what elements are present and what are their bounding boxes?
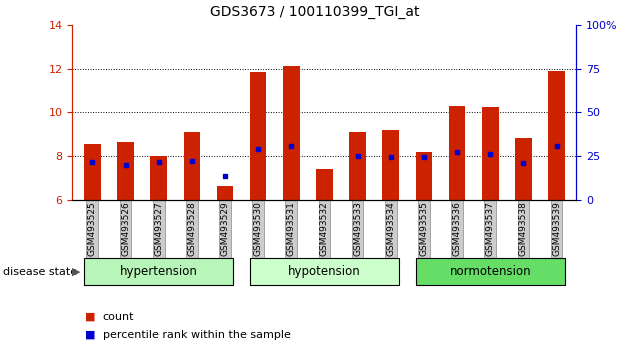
- Bar: [482, 107, 498, 200]
- Bar: [117, 142, 134, 200]
- Bar: [283, 67, 300, 200]
- Bar: [250, 72, 266, 200]
- Bar: [449, 106, 466, 200]
- Bar: [151, 156, 167, 200]
- Text: hypertension: hypertension: [120, 265, 198, 278]
- Text: normotension: normotension: [449, 265, 531, 278]
- Text: ■: ■: [85, 312, 96, 322]
- Bar: [183, 132, 200, 200]
- Text: percentile rank within the sample: percentile rank within the sample: [103, 330, 290, 339]
- Text: hypotension: hypotension: [288, 265, 361, 278]
- Bar: [217, 186, 233, 200]
- Bar: [382, 130, 399, 200]
- Bar: [416, 152, 432, 200]
- Bar: [548, 71, 565, 200]
- Text: ▶: ▶: [72, 267, 81, 277]
- Text: disease state: disease state: [3, 267, 77, 277]
- Bar: [515, 138, 532, 200]
- Bar: [316, 169, 333, 200]
- Text: GDS3673 / 100110399_TGI_at: GDS3673 / 100110399_TGI_at: [210, 5, 420, 19]
- Bar: [349, 132, 366, 200]
- Text: count: count: [103, 312, 134, 322]
- Bar: [84, 144, 101, 200]
- Text: ■: ■: [85, 330, 96, 339]
